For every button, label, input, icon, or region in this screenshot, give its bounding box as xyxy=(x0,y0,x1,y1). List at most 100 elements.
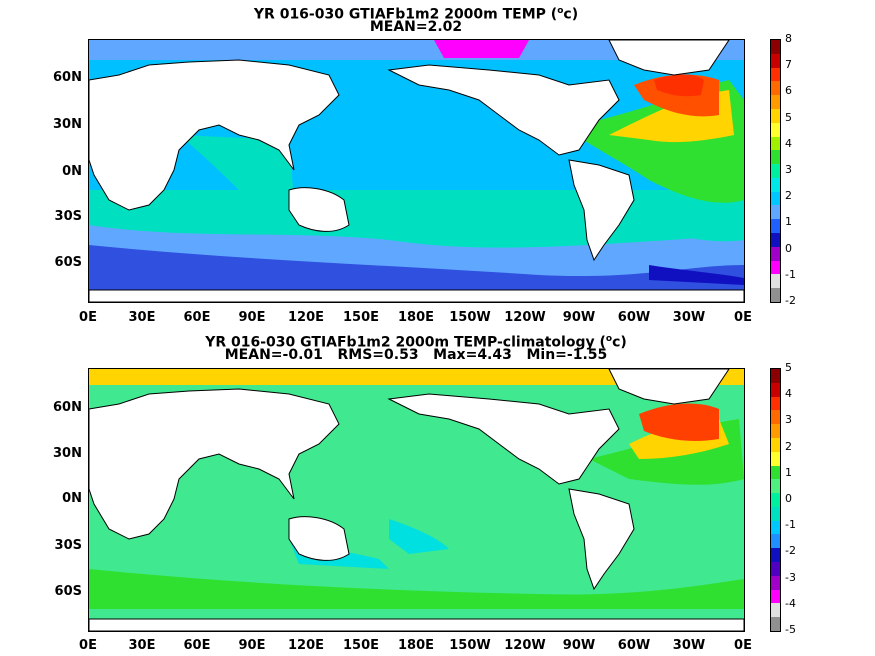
panel2-subtitle: MEAN=-0.01 RMS=0.53 Max=4.43 Min=-1.55 xyxy=(224,347,608,363)
panel2-xlabel: 120E xyxy=(287,638,325,653)
panel1-xlabel: 0E xyxy=(79,310,97,325)
panel1-australia xyxy=(288,187,350,232)
colorbar-tick-label: 0 xyxy=(785,241,792,255)
panel2-colorbar xyxy=(770,368,781,632)
panel1-indian-teal xyxy=(179,135,294,200)
panel1-ylabel-30n: 30N xyxy=(53,117,82,132)
colorbar-segment xyxy=(771,520,780,535)
panel1-xlabel: 30E xyxy=(128,310,156,325)
colorbar-segment xyxy=(771,40,780,55)
colorbar-segment xyxy=(771,53,780,69)
panel2-unit-sup: o xyxy=(605,334,613,344)
panel1-xlabel: 30W xyxy=(672,310,706,325)
colorbar-tick-label: 1 xyxy=(785,465,792,479)
colorbar-tick-label: 2 xyxy=(785,189,792,203)
colorbar-segment xyxy=(771,589,780,604)
panel1-map-svg xyxy=(89,40,744,302)
colorbar-tick-label: 3 xyxy=(785,163,792,176)
panel1-xlabel: 180E xyxy=(397,310,435,325)
colorbar-segment xyxy=(771,219,780,234)
colorbar-segment xyxy=(771,67,780,82)
panel2-ylabel-60n: 60N xyxy=(53,400,82,415)
colorbar-segment xyxy=(771,260,780,275)
colorbar-segment xyxy=(771,410,780,425)
panel1-unit-sup: o xyxy=(557,6,564,16)
panel1-arctic-magenta xyxy=(434,40,529,58)
colorbar-segment xyxy=(771,382,780,398)
panel1-xlabel: 120E xyxy=(287,310,325,325)
colorbar-tick-label: 0 xyxy=(785,492,792,505)
panel2-xlabel: 0E xyxy=(79,638,97,653)
colorbar-segment xyxy=(771,81,780,96)
panel2-map-svg xyxy=(89,369,744,631)
panel2-xlabel: 120W xyxy=(504,638,546,653)
colorbar-tick-label: -2 xyxy=(785,294,796,307)
panel2-australia xyxy=(288,516,350,561)
colorbar-segment xyxy=(771,437,780,453)
panel2-eurasia-africa xyxy=(89,388,340,540)
panel1-xlabel: 90E xyxy=(238,310,266,325)
panel1-landmasses xyxy=(89,40,744,302)
colorbar-tick-label: 3 xyxy=(785,413,792,427)
panel1-xlabel: 60W xyxy=(617,310,651,325)
colorbar-segment xyxy=(771,451,780,467)
colorbar-segment xyxy=(771,164,780,179)
colorbar-segment xyxy=(771,617,780,632)
colorbar-segment xyxy=(771,548,780,563)
panel1-title: YR 016-030 GTIAFb1m2 2000m TEMP (oc) xyxy=(88,4,744,23)
colorbar-segment xyxy=(771,493,780,508)
colorbar-segment xyxy=(771,603,780,618)
panel2-title: YR 016-030 GTIAFb1m2 2000m TEMP-climatol… xyxy=(88,332,744,351)
colorbar-tick-label: -1 xyxy=(785,518,796,532)
panel1-xlabel: 120W xyxy=(504,310,546,325)
colorbar-segment xyxy=(771,424,780,439)
colorbar-segment xyxy=(771,177,780,193)
colorbar-segment xyxy=(771,274,780,289)
colorbar-segment xyxy=(771,233,780,248)
colorbar-segment xyxy=(771,465,780,480)
panel1-atlantic-darkred xyxy=(654,74,704,97)
panel2-xlabel: 150W xyxy=(449,638,491,653)
colorbar-tick-label: 4 xyxy=(785,387,792,401)
panel2-ylabel-0n: 0N xyxy=(62,491,82,506)
panel1-antarctica xyxy=(89,289,744,302)
colorbar-segment xyxy=(771,246,780,262)
colorbar-segment xyxy=(771,288,780,303)
panel2-xlabel: 30W xyxy=(672,638,706,653)
colorbar-tick-label: 7 xyxy=(785,58,792,72)
panel1-greenland xyxy=(608,40,730,76)
panel2-xlabel: 180E xyxy=(397,638,435,653)
panel1-south-america xyxy=(568,159,635,262)
panel2-xlabel: 90E xyxy=(238,638,266,653)
panel1-xlabel: 60E xyxy=(183,310,211,325)
panel1-eurasia-africa xyxy=(89,59,340,211)
colorbar-tick-label: 6 xyxy=(785,84,792,98)
panel2-xlabel: 150E xyxy=(342,638,380,653)
panel1-arctic xyxy=(89,40,744,60)
colorbar-segment xyxy=(771,575,780,591)
colorbar-tick-label: 1 xyxy=(785,215,792,229)
panel1-weddell xyxy=(649,265,744,285)
colorbar-segment xyxy=(771,95,780,110)
colorbar-tick-label: -5 xyxy=(785,623,796,636)
panel2-xlabel: 0E xyxy=(734,638,752,653)
panel2-southern-green xyxy=(89,569,744,609)
colorbar-tick-label: 5 xyxy=(785,361,792,374)
panel2-ylabel-30n: 30N xyxy=(53,446,82,461)
panel1-subtitle: MEAN=2.02 xyxy=(369,19,463,35)
colorbar-segment xyxy=(771,150,780,165)
panel1-xlabel: 150E xyxy=(342,310,380,325)
panel2-ylabel-60s: 60S xyxy=(54,584,82,599)
panel2-ylabel-30s: 30S xyxy=(54,538,82,553)
panel2-atlantic-red xyxy=(639,403,719,442)
panel1-title-text: YR 016-030 GTIAFb1m2 2000m TEMP ( xyxy=(253,6,558,23)
panel2-landmasses xyxy=(89,369,744,631)
panel2-unit-after: c) xyxy=(612,334,627,351)
colorbar-segment xyxy=(771,122,780,138)
colorbar-segment xyxy=(771,396,780,411)
colorbar-segment xyxy=(771,108,780,124)
panel2-xlabel: 60W xyxy=(617,638,651,653)
colorbar-segment xyxy=(771,506,780,522)
colorbar-segment xyxy=(771,562,780,577)
panel1-ylabel-0n: 0N xyxy=(62,164,82,179)
